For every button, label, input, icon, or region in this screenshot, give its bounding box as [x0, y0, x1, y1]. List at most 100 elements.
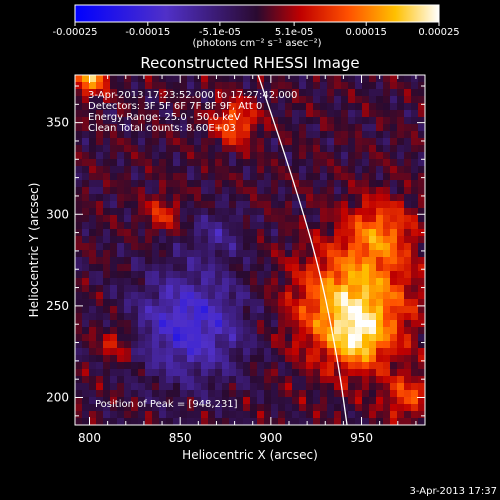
heatmap-cell [222, 82, 229, 89]
heatmap-cell [152, 285, 159, 292]
heatmap-cell [82, 250, 89, 257]
heatmap-cell [306, 82, 313, 89]
heatmap-cell [215, 222, 222, 229]
heatmap-cell [201, 159, 208, 166]
heatmap-cell [173, 278, 180, 285]
heatmap-cell [75, 264, 82, 271]
heatmap-cell [383, 327, 390, 334]
heatmap-cell [341, 320, 348, 327]
heatmap-cell [187, 117, 194, 124]
heatmap-cell [327, 138, 334, 145]
heatmap-cell [369, 369, 376, 376]
heatmap-cell [369, 103, 376, 110]
heatmap-cell [327, 250, 334, 257]
heatmap-cell [173, 306, 180, 313]
heatmap-cell [222, 397, 229, 404]
heatmap-cell [194, 411, 201, 418]
heatmap-cell [313, 124, 320, 131]
heatmap-cell [173, 138, 180, 145]
heatmap-cell [173, 173, 180, 180]
heatmap-cell [313, 271, 320, 278]
heatmap-cell [138, 124, 145, 131]
heatmap-cell [411, 306, 418, 313]
heatmap-cell [180, 313, 187, 320]
heatmap-cell [334, 404, 341, 411]
heatmap-cell [166, 152, 173, 159]
heatmap-cell [117, 159, 124, 166]
heatmap-cell [348, 89, 355, 96]
heatmap-cell [292, 159, 299, 166]
heatmap-cell [201, 397, 208, 404]
heatmap-cell [383, 215, 390, 222]
heatmap-cell [159, 89, 166, 96]
heatmap-cell [166, 341, 173, 348]
heatmap-cell [96, 313, 103, 320]
heatmap-cell [103, 208, 110, 215]
heatmap-cell [390, 299, 397, 306]
heatmap-cell [201, 96, 208, 103]
heatmap-cell [306, 411, 313, 418]
heatmap-cell [264, 397, 271, 404]
heatmap-cell [397, 145, 404, 152]
heatmap-cell [278, 243, 285, 250]
heatmap-cell [145, 390, 152, 397]
heatmap-cell [243, 404, 250, 411]
heatmap-cell [257, 348, 264, 355]
heatmap-cell [369, 159, 376, 166]
heatmap-cell [208, 229, 215, 236]
heatmap-cell [180, 89, 187, 96]
heatmap-cell [369, 278, 376, 285]
heatmap-cell [236, 278, 243, 285]
heatmap-cell [194, 152, 201, 159]
heatmap-cell [166, 103, 173, 110]
heatmap-cell [236, 124, 243, 131]
heatmap-cell [411, 180, 418, 187]
heatmap-cell [145, 215, 152, 222]
heatmap-cell [173, 264, 180, 271]
heatmap-cell [369, 355, 376, 362]
heatmap-cell [313, 355, 320, 362]
heatmap-cell [236, 173, 243, 180]
heatmap-cell [327, 327, 334, 334]
heatmap-cell [117, 278, 124, 285]
heatmap-cell [145, 278, 152, 285]
heatmap-cell [411, 103, 418, 110]
heatmap-cell [103, 159, 110, 166]
heatmap-cell [299, 404, 306, 411]
heatmap-cell [166, 404, 173, 411]
heatmap-cell [271, 117, 278, 124]
heatmap-cell [145, 187, 152, 194]
heatmap-cell [404, 236, 411, 243]
heatmap-cell [96, 89, 103, 96]
heatmap-cell [362, 299, 369, 306]
heatmap-cell [145, 159, 152, 166]
heatmap-cell [208, 103, 215, 110]
heatmap-cell [264, 131, 271, 138]
heatmap-cell [299, 320, 306, 327]
heatmap-cell [355, 390, 362, 397]
heatmap-cell [383, 369, 390, 376]
heatmap-cell [201, 103, 208, 110]
heatmap-cell [264, 411, 271, 418]
heatmap-cell [264, 327, 271, 334]
heatmap-cell [117, 194, 124, 201]
heatmap-cell [418, 201, 425, 208]
heatmap-cell [117, 271, 124, 278]
heatmap-cell [166, 299, 173, 306]
heatmap-cell [75, 75, 82, 82]
heatmap-cell [222, 376, 229, 383]
heatmap-cell [103, 397, 110, 404]
heatmap-cell [208, 173, 215, 180]
heatmap-cell [271, 390, 278, 397]
heatmap-cell [187, 313, 194, 320]
heatmap-cell [264, 390, 271, 397]
heatmap-cell [96, 334, 103, 341]
heatmap-cell [145, 334, 152, 341]
heatmap-cell [320, 397, 327, 404]
heatmap-cell [89, 264, 96, 271]
heatmap-cell [292, 243, 299, 250]
heatmap-cell [180, 201, 187, 208]
heatmap-cell [334, 313, 341, 320]
heatmap-cell [250, 404, 257, 411]
heatmap-cell [362, 292, 369, 299]
